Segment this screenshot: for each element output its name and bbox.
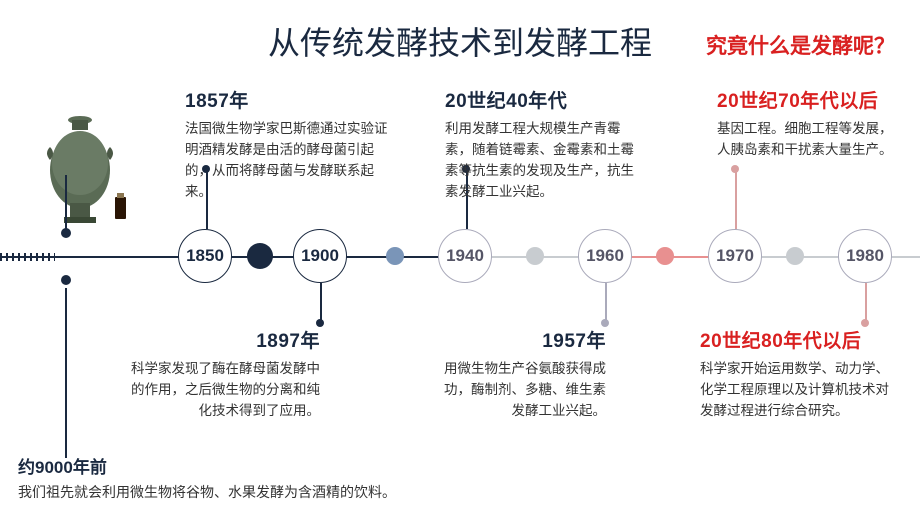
page-subtitle: 究竟什么是发酵呢？ xyxy=(706,30,895,60)
connector-dot-e1970s xyxy=(731,165,739,173)
timeline-node-8: 1970 xyxy=(708,229,762,283)
event-text: 用微生物生产谷氨酸获得成功，酶制剂、多糖、维生素发酵工业兴起。 xyxy=(438,359,606,422)
event-year: 1857年 xyxy=(185,86,390,113)
event-year: 1897年 xyxy=(125,326,320,353)
event-text: 基因工程。细胞工程等发展，人胰岛素和干扰素大量生产。 xyxy=(717,119,902,161)
event-year: 20世纪70年代以后 xyxy=(717,86,902,113)
event-e1897: 1897年科学家发现了酶在酵母菌发酵中的作用，之后微生物的分离和纯化技术得到了应… xyxy=(125,326,320,422)
node-dot xyxy=(656,247,674,265)
event-year: 20世纪40年代 xyxy=(445,86,645,113)
timeline-node-9 xyxy=(786,247,804,265)
timeline-node-1 xyxy=(247,243,273,269)
node-year-label: 1940 xyxy=(438,229,492,283)
vessel-dot-dn xyxy=(61,275,71,285)
event-e1980s: 20世纪80年代以后科学家开始运用数学、动力学、化学工程原理以及计算机技术对发酵… xyxy=(700,326,900,422)
ancient-text: 我们祖先就会利用微生物将谷物、水果发酵为含酒精的饮料。 xyxy=(18,482,396,502)
node-dot xyxy=(526,247,544,265)
timeline-node-2: 1900 xyxy=(293,229,347,283)
timeline-node-3 xyxy=(386,247,404,265)
timeline-node-7 xyxy=(656,247,674,265)
connector-e1957 xyxy=(605,283,607,323)
event-text: 法国微生物学家巴斯德通过实验证明酒精发酵是由活的酵母菌引起的，从而将酵母菌与发酵… xyxy=(185,119,390,203)
ancient-event: 约9000年前 我们祖先就会利用微生物将谷物、水果发酵为含酒精的饮料。 xyxy=(18,453,396,502)
event-e1970s: 20世纪70年代以后基因工程。细胞工程等发展，人胰岛素和干扰素大量生产。 xyxy=(717,86,902,161)
vessel-stem-up xyxy=(65,175,67,230)
timeline-node-5 xyxy=(526,247,544,265)
connector-e1970s xyxy=(735,169,737,229)
page-title: 从传统发酵技术到发酵工程 xyxy=(268,18,652,64)
node-dot xyxy=(786,247,804,265)
event-text: 科学家开始运用数学、动力学、化学工程原理以及计算机技术对发酵过程进行综合研究。 xyxy=(700,359,900,422)
connector-e1980s xyxy=(865,283,867,323)
timeline-node-6: 1960 xyxy=(578,229,632,283)
event-year: 20世纪80年代以后 xyxy=(700,326,900,353)
node-year-label: 1850 xyxy=(178,229,232,283)
node-year-label: 1900 xyxy=(293,229,347,283)
timeline-node-4: 1940 xyxy=(438,229,492,283)
node-year-label: 1960 xyxy=(578,229,632,283)
vessel-stem-dn xyxy=(65,288,67,458)
event-e1940s: 20世纪40年代利用发酵工程大规模生产青霉素，随着链霉素、金霉素和土霉素等抗生素… xyxy=(445,86,645,203)
event-text: 利用发酵工程大规模生产青霉素，随着链霉素、金霉素和土霉素等抗生素的发现及生产，抗… xyxy=(445,119,645,203)
ancient-year: 约9000年前 xyxy=(18,453,396,478)
event-e1957: 1957年用微生物生产谷氨酸获得成功，酶制剂、多糖、维生素发酵工业兴起。 xyxy=(438,326,606,422)
vessel-illustration xyxy=(42,105,132,230)
node-year-label: 1980 xyxy=(838,229,892,283)
vessel-dot-up xyxy=(61,228,71,238)
event-year: 1957年 xyxy=(438,326,606,353)
timeline-node-0: 1850 xyxy=(178,229,232,283)
connector-e1897 xyxy=(320,283,322,323)
node-dot xyxy=(247,243,273,269)
node-dot xyxy=(386,247,404,265)
timeline-node-10: 1980 xyxy=(838,229,892,283)
event-e1857: 1857年法国微生物学家巴斯德通过实验证明酒精发酵是由活的酵母菌引起的，从而将酵… xyxy=(185,86,390,203)
node-year-label: 1970 xyxy=(708,229,762,283)
event-text: 科学家发现了酶在酵母菌发酵中的作用，之后微生物的分离和纯化技术得到了应用。 xyxy=(125,359,320,422)
